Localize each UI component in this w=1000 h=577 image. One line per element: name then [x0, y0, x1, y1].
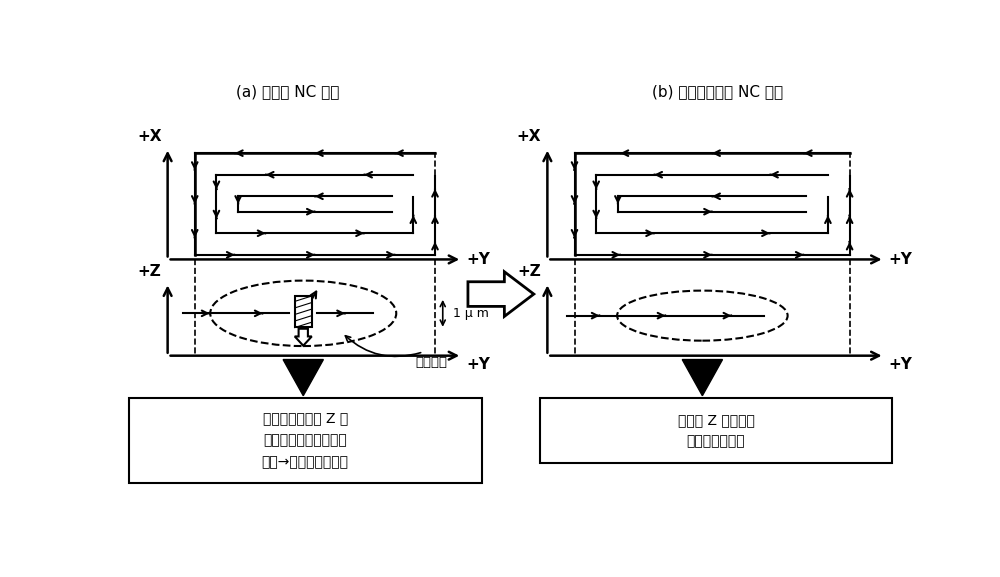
Text: +Y: +Y	[466, 252, 490, 267]
Text: (b) 本实施方式的 NC 装置: (b) 本实施方式的 NC 装置	[652, 84, 783, 99]
Text: 不输出 Z 轴方向的
错误的移动指令: 不输出 Z 轴方向的 错误的移动指令	[678, 413, 754, 448]
FancyBboxPatch shape	[540, 398, 892, 463]
FancyArrow shape	[295, 329, 312, 346]
Text: +Y: +Y	[466, 357, 490, 372]
Text: +Y: +Y	[888, 357, 912, 372]
Text: 1 μ m: 1 μ m	[453, 307, 489, 320]
Polygon shape	[682, 359, 723, 396]
Text: +Z: +Z	[138, 264, 161, 279]
Text: +Z: +Z	[517, 264, 541, 279]
Text: (a) 现有的 NC 装置: (a) 现有的 NC 装置	[236, 84, 339, 99]
FancyBboxPatch shape	[129, 398, 482, 483]
Polygon shape	[468, 272, 534, 316]
Text: 被视为反转而向 Z 轴
负方向施加过剥的空转
校正→对工件造成损伤: 被视为反转而向 Z 轴 负方向施加过剥的空转 校正→对工件造成损伤	[262, 411, 349, 469]
Text: +Y: +Y	[888, 252, 912, 267]
Text: +X: +X	[137, 129, 161, 144]
Bar	[295, 297, 312, 327]
Polygon shape	[283, 359, 323, 396]
Text: 空转校正: 空转校正	[416, 355, 448, 369]
Text: +X: +X	[517, 129, 541, 144]
